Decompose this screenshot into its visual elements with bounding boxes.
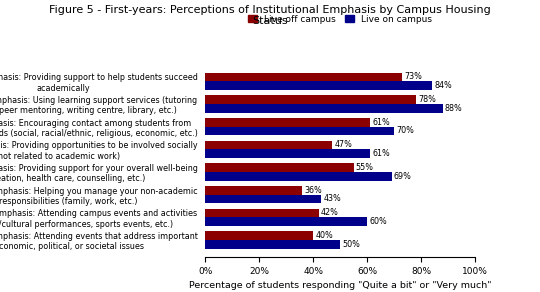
Bar <box>205 186 302 194</box>
Bar <box>205 209 319 217</box>
Text: 36%: 36% <box>305 186 322 195</box>
Bar <box>205 73 402 81</box>
Text: 47%: 47% <box>334 140 352 150</box>
Text: 88%: 88% <box>445 104 463 113</box>
Bar <box>205 172 392 180</box>
Bar <box>205 163 354 172</box>
Text: Figure 5 - First-years: Perceptions of Institutional Emphasis by Campus Housing
: Figure 5 - First-years: Perceptions of I… <box>49 5 491 26</box>
Bar <box>205 95 416 104</box>
Text: 50%: 50% <box>342 240 360 249</box>
Text: 73%: 73% <box>404 72 422 81</box>
Text: 60%: 60% <box>369 217 387 226</box>
Bar <box>205 104 443 112</box>
Bar <box>205 194 321 203</box>
Legend: Live off campus, Live on campus: Live off campus, Live on campus <box>245 11 436 27</box>
Text: 55%: 55% <box>356 163 374 172</box>
Bar <box>205 141 332 149</box>
Bar <box>205 217 367 226</box>
Text: 84%: 84% <box>434 81 452 90</box>
Bar <box>205 149 370 158</box>
Text: 43%: 43% <box>323 194 341 204</box>
Text: 69%: 69% <box>394 172 411 181</box>
Bar <box>205 127 394 135</box>
Bar <box>205 118 370 127</box>
Text: 78%: 78% <box>418 95 436 104</box>
X-axis label: Percentage of students responding "Quite a bit" or "Very much": Percentage of students responding "Quite… <box>189 281 491 290</box>
Text: 70%: 70% <box>396 126 414 135</box>
Text: 61%: 61% <box>372 118 390 127</box>
Text: 40%: 40% <box>315 231 333 240</box>
Text: 61%: 61% <box>372 149 390 158</box>
Bar <box>205 231 313 240</box>
Bar <box>205 81 432 90</box>
Text: 42%: 42% <box>321 208 339 218</box>
Bar <box>205 240 340 248</box>
